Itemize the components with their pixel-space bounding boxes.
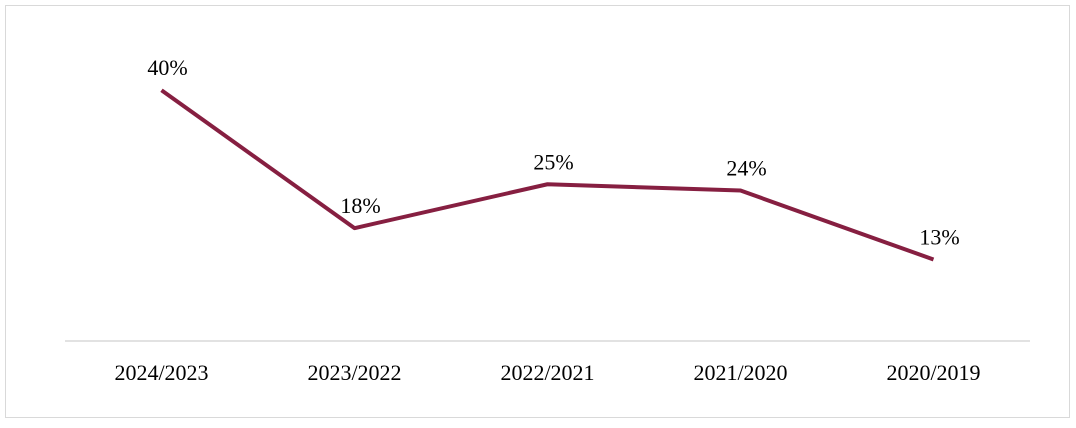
x-tick-label: 2021/2020 xyxy=(693,360,787,385)
x-tick-label: 2024/2023 xyxy=(114,360,208,385)
line xyxy=(160,88,935,262)
data-label: 24% xyxy=(726,156,766,181)
x-tick-label: 2023/2022 xyxy=(307,360,401,385)
data-label: 40% xyxy=(147,55,187,80)
chart-frame xyxy=(5,5,1070,418)
data-label: 25% xyxy=(533,149,573,174)
data-label: 13% xyxy=(919,225,959,250)
x-tick-label: 2020/2019 xyxy=(886,360,980,385)
x-tick-label: 2022/2021 xyxy=(500,360,594,385)
data-label: 18% xyxy=(340,193,380,218)
